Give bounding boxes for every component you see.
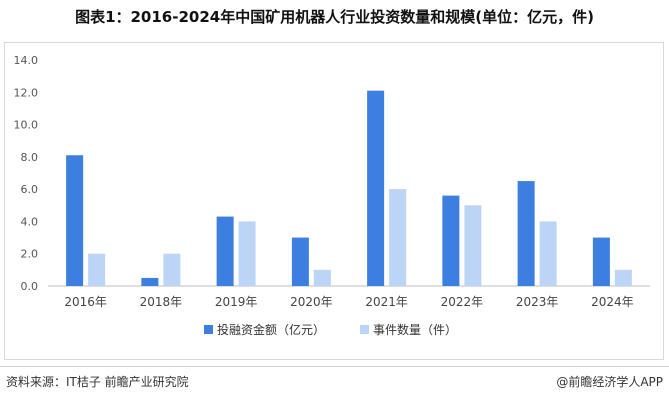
- footer-divider: [0, 366, 669, 367]
- bar-event-count: [313, 269, 331, 286]
- y-tick-label: 0.0: [21, 280, 39, 293]
- x-tick-label: 2019年: [215, 295, 258, 309]
- legend-swatch: [360, 325, 369, 334]
- bar-event-count: [238, 221, 256, 286]
- y-tick-label: 2.0: [21, 248, 39, 261]
- bar-investment-amount: [66, 155, 84, 286]
- legend-swatch: [204, 325, 213, 334]
- bar-investment-amount: [291, 237, 309, 286]
- bar-investment-amount: [141, 277, 159, 286]
- chart-frame: [4, 42, 664, 360]
- y-tick-label: 12.0: [14, 86, 39, 99]
- bar-investment-amount: [517, 181, 535, 286]
- y-tick-label: 10.0: [14, 119, 39, 132]
- source-note: 资料来源：IT桔子 前瞻产业研究院: [6, 375, 189, 389]
- bar-event-count: [539, 221, 557, 286]
- bar-event-count: [163, 253, 181, 286]
- y-tick-label: 4.0: [21, 215, 39, 228]
- x-tick-label: 2023年: [516, 295, 559, 309]
- bar-chart: 0.0 2.0 4.0 6.0 8.0 10.0 12.0 14.0 2016年 2018年 201…: [14, 54, 650, 337]
- legend-label: 事件数量（件）: [373, 322, 457, 337]
- bar-event-count: [464, 205, 482, 286]
- x-tick-label: 2018年: [140, 295, 183, 309]
- x-tick-label: 2022年: [441, 295, 484, 309]
- x-tick-label: 2024年: [591, 295, 634, 309]
- bar-investment-amount: [216, 216, 234, 286]
- y-tick-label: 8.0: [21, 151, 39, 164]
- legend-label: 投融资金额（亿元）: [217, 322, 325, 337]
- bar-event-count: [88, 253, 106, 286]
- bar-event-count: [389, 189, 407, 286]
- y-tick-label: 6.0: [21, 183, 39, 196]
- bar-investment-amount: [592, 237, 610, 286]
- chart-title: 图表1：2016-2024年中国矿用机器人行业投资数量和规模(单位：亿元，件): [75, 8, 594, 26]
- y-tick-label: 14.0: [14, 54, 39, 67]
- bar-event-count: [614, 269, 632, 286]
- x-tick-label: 2021年: [365, 295, 408, 309]
- bar-investment-amount: [367, 90, 385, 286]
- brand-credit: @前瞻经济学人APP: [556, 375, 663, 389]
- bar-investment-amount: [442, 195, 460, 286]
- x-tick-label: 2016年: [64, 295, 107, 309]
- x-tick-label: 2020年: [290, 295, 333, 309]
